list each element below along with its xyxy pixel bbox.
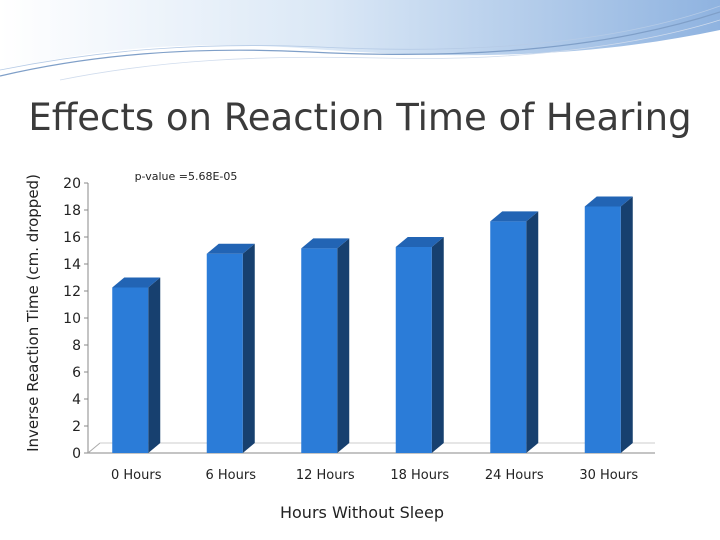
y-axis-title: Inverse Reaction Time (cm. dropped) bbox=[24, 174, 42, 452]
y-tick-label: 10 bbox=[63, 311, 81, 327]
bars bbox=[112, 196, 633, 453]
bar-top bbox=[206, 243, 255, 254]
y-tick-label: 16 bbox=[63, 230, 81, 246]
bar bbox=[206, 243, 255, 453]
bar-top bbox=[490, 211, 539, 222]
x-tick-label: 24 Hours bbox=[485, 468, 544, 483]
bar-side bbox=[431, 237, 444, 453]
header-wave-line bbox=[59, 19, 720, 81]
y-tick-label: 4 bbox=[72, 392, 81, 408]
x-tick-label: 12 Hours bbox=[296, 468, 355, 483]
bar-front bbox=[206, 253, 243, 453]
bar-side bbox=[526, 211, 539, 453]
y-tick-label: 20 bbox=[63, 176, 81, 192]
bar-front bbox=[301, 248, 338, 453]
bar-front bbox=[490, 221, 527, 453]
slide-title: Effects on Reaction Time of Hearing bbox=[28, 96, 692, 139]
y-tick-label: 18 bbox=[63, 203, 81, 219]
p-value-annotation: p-value =5.68E-05 bbox=[135, 170, 238, 183]
bar bbox=[490, 211, 539, 453]
slide-header-decoration bbox=[0, 0, 720, 81]
x-tick-label: 0 Hours bbox=[111, 468, 162, 483]
bar-top bbox=[112, 277, 161, 288]
bar-side bbox=[620, 196, 633, 453]
bar bbox=[301, 238, 350, 453]
bar-front bbox=[112, 287, 149, 453]
y-axis: 0 2 4 6 8 10 12 14 16 18 20 bbox=[63, 176, 655, 462]
bar bbox=[112, 277, 161, 453]
bar-side bbox=[337, 238, 350, 453]
x-axis-labels: 0 Hours 6 Hours 12 Hours 18 Hours 24 Hours 30… bbox=[111, 468, 638, 483]
floor-edge bbox=[87, 442, 101, 454]
bar-top bbox=[395, 237, 444, 247]
bar bbox=[395, 237, 444, 453]
x-tick-label: 6 Hours bbox=[206, 468, 257, 483]
bar-front bbox=[395, 247, 432, 453]
bar-top bbox=[584, 196, 633, 207]
bar-side bbox=[148, 277, 161, 453]
y-tick-label: 0 bbox=[72, 446, 81, 462]
y-tick-label: 12 bbox=[63, 284, 81, 300]
bar-front bbox=[584, 206, 621, 453]
bar bbox=[584, 196, 633, 453]
y-tick-label: 14 bbox=[63, 257, 81, 273]
bar-side bbox=[242, 243, 255, 453]
header-wave-line bbox=[0, 11, 720, 77]
x-tick-label: 30 Hours bbox=[579, 468, 638, 483]
y-tick-label: 8 bbox=[72, 338, 81, 354]
x-tick-label: 18 Hours bbox=[390, 468, 449, 483]
x-axis-title: Hours Without Sleep bbox=[280, 503, 444, 522]
header-wave-shape bbox=[0, 0, 720, 72]
header-wave-line bbox=[0, 5, 720, 71]
y-tick-label: 2 bbox=[72, 419, 81, 435]
bar-top bbox=[301, 238, 350, 249]
y-tick-label: 6 bbox=[72, 365, 81, 381]
